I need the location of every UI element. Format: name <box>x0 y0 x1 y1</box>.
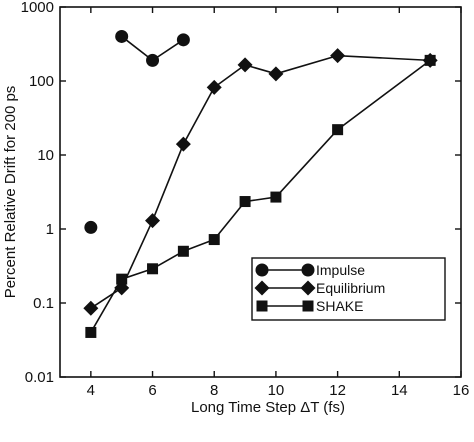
data-point-circle <box>146 53 160 67</box>
axis-ticks <box>60 6 462 378</box>
x-tick-label: 4 <box>87 382 95 399</box>
series-line-segment <box>90 278 123 333</box>
data-point-diamond <box>268 66 284 82</box>
legend-entry: Impulse <box>255 262 365 278</box>
y-tick-label: 1 <box>46 221 54 238</box>
data-point-square <box>116 273 128 285</box>
data-point-square <box>85 326 97 338</box>
x-tick-label: 6 <box>148 382 156 399</box>
series-line-segment <box>213 201 246 241</box>
legend-label: Impulse <box>316 262 365 278</box>
x-axis-label: Long Time Step ΔT (fs) <box>191 399 345 416</box>
legend-entries: Impulse Equilibrium SHAKE <box>254 262 385 314</box>
series-shake <box>85 54 436 338</box>
series-layer <box>83 29 438 338</box>
legend-entry: SHAKE <box>256 298 363 314</box>
data-point-circle <box>176 33 190 47</box>
data-point-diamond <box>175 136 191 152</box>
series-line-segment <box>275 54 338 75</box>
y-tick-label: 1000 <box>21 0 54 16</box>
series-line-segment <box>213 64 246 89</box>
legend-marker-circle <box>301 263 315 277</box>
x-tick-label: 10 <box>268 382 285 399</box>
data-point-square <box>208 234 220 246</box>
legend-label: Equilibrium <box>316 280 385 296</box>
plot-frame <box>59 6 462 378</box>
x-tick-label: 14 <box>391 382 408 399</box>
x-tick-label: 16 <box>453 382 470 399</box>
data-point-diamond <box>330 48 346 64</box>
series-line-segment <box>151 143 185 221</box>
x-tick-label: 12 <box>329 382 346 399</box>
data-point-square <box>270 191 282 203</box>
y-tick-label: 100 <box>29 73 54 90</box>
data-point-diamond <box>83 300 99 316</box>
legend-label: SHAKE <box>316 298 363 314</box>
series-line-segment <box>337 59 431 131</box>
y-tick-label: 0.01 <box>25 369 54 386</box>
legend-marker-square <box>256 300 268 312</box>
data-point-square <box>332 124 344 136</box>
data-point-circle <box>115 29 129 43</box>
data-point-diamond <box>237 57 253 73</box>
data-point-diamond <box>145 213 161 229</box>
data-point-square <box>424 54 436 66</box>
data-point-diamond <box>206 79 222 95</box>
series-line-segment <box>275 129 339 198</box>
legend-marker-square <box>302 300 314 312</box>
y-tick-label: 10 <box>37 147 54 164</box>
legend-marker-diamond <box>254 280 270 296</box>
series-line-segment <box>121 35 154 62</box>
series-line-segment <box>337 54 431 62</box>
data-point-circle <box>84 220 98 234</box>
legend: Impulse Equilibrium SHAKE <box>251 257 446 321</box>
x-tick-label: 8 <box>210 382 218 399</box>
data-point-square <box>177 245 189 257</box>
series-line-segment <box>182 86 215 145</box>
y-axis-label: Percent Relative Drift for 200 ps <box>2 86 19 299</box>
legend-box <box>251 257 446 321</box>
data-point-square <box>239 196 251 208</box>
legend-marker-circle <box>255 263 269 277</box>
axis-tick-labels: 4 6 8 10 12 14 16 0.01 0.1 1 10 100 1000 <box>21 0 470 399</box>
series-impulse <box>84 29 190 234</box>
y-tick-label: 0.1 <box>33 295 54 312</box>
legend-marker-diamond <box>300 280 316 296</box>
legend-entry: Equilibrium <box>254 280 385 296</box>
series-line-segment <box>90 287 123 309</box>
data-point-square <box>147 263 159 275</box>
